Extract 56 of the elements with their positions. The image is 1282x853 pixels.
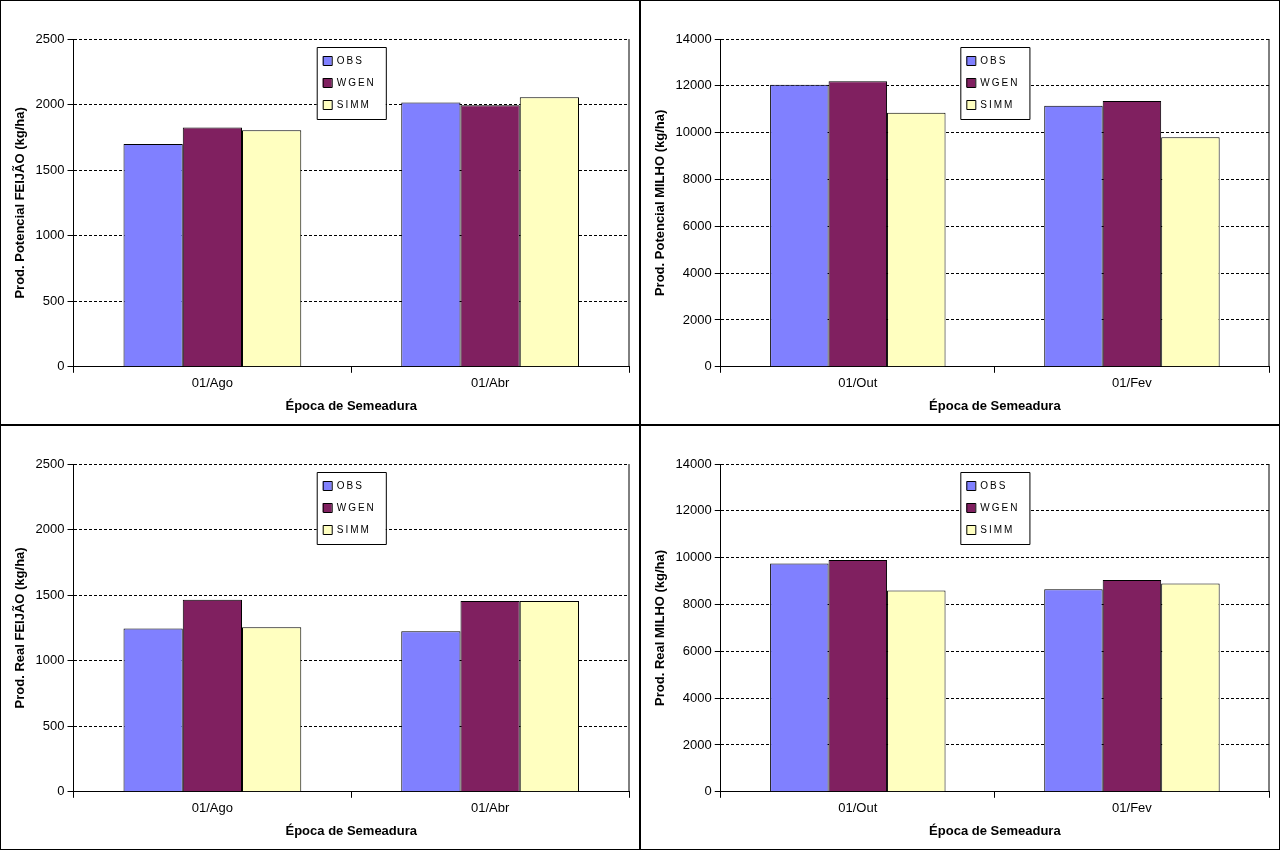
y-tick-label: 2000 — [35, 521, 65, 537]
x-axis-title: Época de Semeadura — [285, 822, 418, 838]
legend-label: OBS — [980, 479, 1008, 491]
x-tick-label: 01/Ago — [191, 375, 233, 391]
y-tick-label: 1000 — [35, 227, 65, 243]
y-tick-label: 0 — [704, 783, 712, 799]
y-tick-label: 2000 — [682, 311, 712, 327]
y-axis-title: Prod. Potencial MILHO (kg/ha) — [652, 109, 668, 297]
y-tick-label: 1500 — [35, 586, 65, 602]
y-tick-label: 4000 — [682, 264, 712, 280]
x-tick-label: 01/Abr — [470, 800, 510, 816]
y-tick-label: 1500 — [35, 161, 65, 177]
legend-label: WGEN — [336, 76, 376, 88]
y-tick-label: 8000 — [682, 171, 712, 187]
y-axis-title: Prod. Real FEIJÃO (kg/ha) — [12, 547, 28, 709]
y-tick-label: 4000 — [682, 689, 712, 705]
x-tick-label: 01/Fev — [1112, 375, 1153, 391]
y-tick-label: 500 — [42, 717, 65, 733]
y-tick-label: 10000 — [675, 124, 712, 140]
y-tick-label: 0 — [57, 358, 65, 374]
y-tick-label: 12000 — [675, 77, 712, 93]
y-tick-label: 6000 — [682, 217, 712, 233]
y-tick-label: 500 — [42, 292, 65, 308]
legend-label: WGEN — [336, 501, 376, 513]
y-tick-label: 12000 — [675, 502, 712, 518]
y-axis-title: Prod. Potencial FEIJÃO (kg/ha) — [12, 107, 28, 299]
y-tick-label: 6000 — [682, 642, 712, 658]
legend-label: WGEN — [980, 501, 1020, 513]
legend-label: OBS — [980, 54, 1008, 66]
y-tick-label: 2000 — [682, 736, 712, 752]
y-tick-label: 2500 — [35, 30, 65, 46]
y-tick-label: 1000 — [35, 652, 65, 668]
x-tick-label: 01/Out — [838, 800, 878, 816]
x-tick-label: 01/Abr — [470, 375, 510, 391]
x-axis-title: Época de Semeadura — [929, 397, 1062, 413]
legend-label: OBS — [336, 54, 364, 66]
y-tick-label: 0 — [704, 358, 712, 374]
y-tick-label: 0 — [57, 783, 65, 799]
legend-label: WGEN — [980, 76, 1020, 88]
y-tick-label: 2500 — [35, 455, 65, 471]
legend-label: SIMM — [336, 98, 371, 110]
x-axis-title: Época de Semeadura — [285, 397, 418, 413]
y-tick-label: 2000 — [35, 96, 65, 112]
x-axis-title: Época de Semeadura — [929, 822, 1062, 838]
x-tick-label: 01/Ago — [191, 800, 233, 816]
legend-label: SIMM — [336, 523, 371, 535]
y-tick-label: 14000 — [675, 455, 712, 471]
y-tick-label: 10000 — [675, 549, 712, 565]
legend-label: SIMM — [980, 98, 1015, 110]
legend-label: SIMM — [980, 523, 1015, 535]
y-tick-label: 14000 — [675, 30, 712, 46]
y-axis-title: Prod. Real MILHO (kg/ha) — [652, 549, 668, 706]
x-tick-label: 01/Out — [838, 375, 878, 391]
legend-label: OBS — [336, 479, 364, 491]
y-tick-label: 8000 — [682, 596, 712, 612]
x-tick-label: 01/Fev — [1112, 800, 1153, 816]
